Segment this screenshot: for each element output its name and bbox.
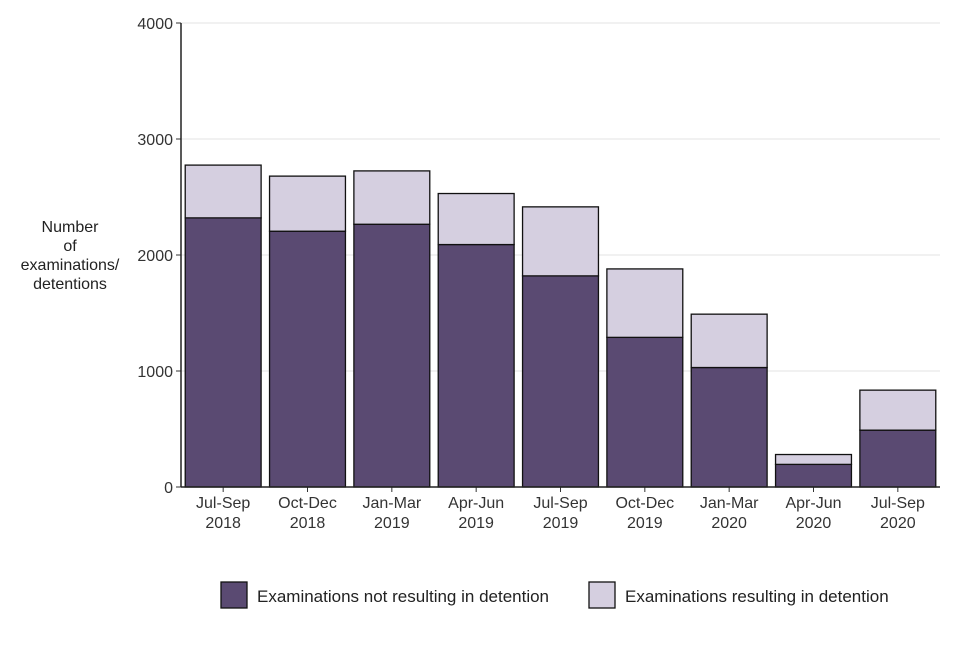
y-tick-label: 4000 xyxy=(137,16,173,33)
bar-segment-detained xyxy=(606,268,684,339)
legend-label: Examinations resulting in detention xyxy=(625,587,889,606)
x-tick-label-line: 2020 xyxy=(711,515,747,532)
x-tick-label-line: Apr-Jun xyxy=(448,495,504,512)
x-tick-label-line: Oct-Dec xyxy=(278,495,337,512)
legend-swatch xyxy=(220,581,248,609)
x-tick-label-line: Jul-Sep xyxy=(196,495,250,512)
y-tick-label: 1000 xyxy=(137,364,173,381)
x-tick-label-line: Apr-Jun xyxy=(785,495,841,512)
legend-swatch xyxy=(588,581,616,609)
y-tick-label: 3000 xyxy=(137,132,173,149)
bar-segment-detained xyxy=(268,175,347,232)
y-tick-label: 0 xyxy=(164,480,173,497)
x-tick-label: Jan-Mar 2020 xyxy=(700,495,759,532)
x-tick-label-line: 2019 xyxy=(543,515,579,532)
bar-segment-not-detained xyxy=(353,223,431,488)
bar-segment-not-detained xyxy=(521,275,600,488)
bar-segment-not-detained xyxy=(859,429,937,488)
x-tick-label-line: 2020 xyxy=(796,515,832,532)
bar-segment-detained xyxy=(774,453,853,466)
legend-item: Examinations not resulting in detention xyxy=(220,581,549,609)
bar-segment-not-detained xyxy=(268,230,347,488)
x-tick-label: Jan-Mar 2019 xyxy=(362,495,421,532)
y-axis-label-line: examinations/ xyxy=(21,257,120,274)
x-tick-label-line: Jan-Mar xyxy=(362,495,421,512)
x-tick-label-line: 2018 xyxy=(205,515,241,532)
x-tick-label: Apr-Jun 2020 xyxy=(785,495,841,532)
legend-label: Examinations not resulting in detention xyxy=(257,587,549,606)
axes xyxy=(176,22,940,492)
x-tick-label: Oct-Dec 2019 xyxy=(615,495,674,532)
x-tick-label-line: 2020 xyxy=(880,515,916,532)
y-axis-label-line: of xyxy=(63,238,77,255)
x-tick-label: Apr-Jun 2019 xyxy=(448,495,504,532)
bar-segment-not-detained xyxy=(606,336,684,488)
bar-segment-detained xyxy=(437,192,515,246)
x-tick-label: Oct-Dec 2018 xyxy=(278,495,337,532)
bar-segment-detained xyxy=(521,206,600,277)
legend: Examinations not resulting in detention E… xyxy=(220,581,889,609)
bar-segment-detained xyxy=(353,170,431,225)
x-tick-label-line: 2019 xyxy=(458,515,494,532)
legend-item: Examinations resulting in detention xyxy=(588,581,889,609)
y-tick-label: 2000 xyxy=(137,248,173,265)
bar-segment-detained xyxy=(184,164,262,219)
bars xyxy=(184,164,937,488)
y-axis-label: Number of examinations/detentions xyxy=(21,219,120,293)
y-axis-label-line: Number xyxy=(42,219,100,236)
x-tick-label: Jul-Sep 2018 xyxy=(196,495,250,532)
x-tick-label-line: 2018 xyxy=(290,515,326,532)
bar-segment-not-detained xyxy=(437,243,515,488)
x-tick-label-line: 2019 xyxy=(374,515,410,532)
y-axis-label-line: detentions xyxy=(33,276,107,293)
bar-segment-detained xyxy=(859,389,937,431)
x-tick-label-line: Jul-Sep xyxy=(871,495,925,512)
bar-segment-not-detained xyxy=(774,463,853,488)
bar-segment-not-detained xyxy=(690,366,768,488)
x-tick-label-line: Jul-Sep xyxy=(533,495,587,512)
bar-segment-detained xyxy=(690,313,768,369)
x-tick-label-line: Jan-Mar xyxy=(700,495,759,512)
x-tick-label-line: Oct-Dec xyxy=(615,495,674,512)
x-tick-label: Jul-Sep 2020 xyxy=(871,495,925,532)
bar-segment-not-detained xyxy=(184,217,262,488)
x-tick-label: Jul-Sep 2019 xyxy=(533,495,587,532)
x-tick-label-line: 2019 xyxy=(627,515,663,532)
